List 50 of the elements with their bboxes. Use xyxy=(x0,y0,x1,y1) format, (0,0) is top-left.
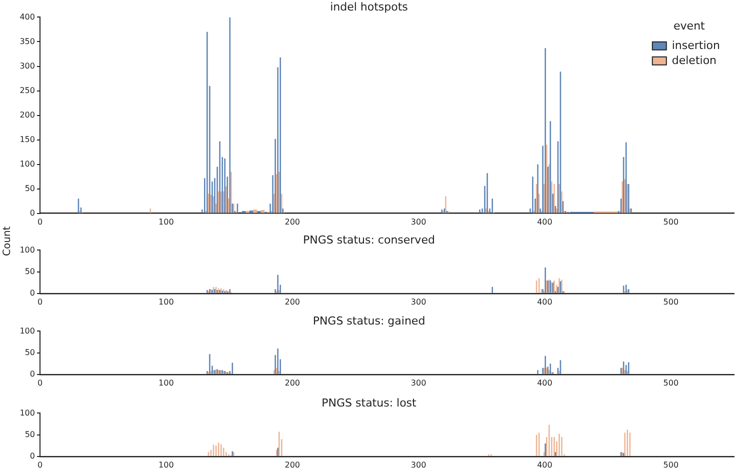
y-tick-label: 0 xyxy=(30,208,35,218)
x-tick-label: 100 xyxy=(158,217,174,226)
x-tick-label: 0 xyxy=(37,460,43,470)
y-tick-label: 0 xyxy=(30,451,35,460)
x-tick-label: 300 xyxy=(410,297,426,306)
x-tick-label: 500 xyxy=(663,378,679,388)
y-tick-label: 400 xyxy=(20,12,35,22)
x-tick-label: 100 xyxy=(158,297,174,306)
x-tick-label: 200 xyxy=(284,297,300,306)
x-tick-label: 300 xyxy=(410,460,426,470)
chart-title: PNGS status: lost xyxy=(322,396,418,410)
x-tick-label: 400 xyxy=(537,460,552,470)
y-tick-label: 0 xyxy=(30,369,35,378)
y-tick-label: 350 xyxy=(20,36,35,46)
x-tick-label: 200 xyxy=(284,217,300,226)
chart-title: indel hotspots xyxy=(330,0,408,14)
y-axis-title: Count xyxy=(2,226,13,256)
y-tick-label: 200 xyxy=(20,110,35,120)
chart-title: PNGS status: conserved xyxy=(303,233,435,246)
y-tick-label: 300 xyxy=(20,61,35,70)
y-tick-label: 50 xyxy=(24,184,35,193)
x-tick-label: 0 xyxy=(37,297,43,306)
x-tick-label: 0 xyxy=(37,217,43,226)
y-tick-label: 100 xyxy=(20,245,35,254)
y-tick-label: 100 xyxy=(20,326,35,336)
legend-label: insertion xyxy=(672,38,720,52)
y-tick-label: 50 xyxy=(24,430,35,439)
y-tick-label: 50 xyxy=(24,348,35,357)
x-tick-label: 500 xyxy=(663,217,679,226)
legend-label: deletion xyxy=(672,54,717,67)
y-tick-label: 0 xyxy=(30,288,35,298)
x-tick-label: 300 xyxy=(410,378,426,388)
x-tick-label: 300 xyxy=(410,217,426,226)
chart-title: PNGS status: gained xyxy=(312,314,426,328)
y-tick-label: 150 xyxy=(20,134,35,144)
x-tick-label: 400 xyxy=(537,217,552,226)
x-tick-label: 100 xyxy=(158,378,174,388)
x-tick-label: 500 xyxy=(663,297,679,306)
x-tick-label: 200 xyxy=(284,378,300,388)
x-tick-label: 200 xyxy=(284,460,300,470)
y-tick-label: 50 xyxy=(24,266,35,276)
x-tick-label: 100 xyxy=(158,460,174,470)
y-tick-label: 250 xyxy=(20,86,35,95)
x-tick-label: 400 xyxy=(537,297,552,306)
x-tick-label: 500 xyxy=(663,460,679,470)
y-tick-label: 100 xyxy=(20,408,35,418)
x-tick-label: 0 xyxy=(37,378,43,388)
x-tick-label: 400 xyxy=(537,378,552,388)
y-tick-label: 100 xyxy=(20,159,35,168)
legend-title: event xyxy=(674,20,706,33)
